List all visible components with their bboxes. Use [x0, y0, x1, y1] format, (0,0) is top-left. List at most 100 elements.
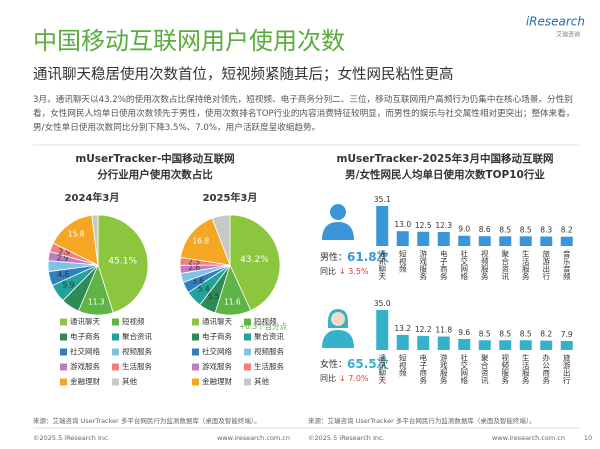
legend-swatch [192, 378, 199, 386]
pie-slice [97, 214, 149, 314]
value-label: 16.8 [192, 236, 209, 245]
legend-swatch [244, 378, 251, 386]
pie-slice [211, 214, 231, 266]
gender-label: 男性： [320, 251, 347, 263]
category-label: 聚合资讯 [501, 250, 510, 281]
category-label: 生活服务 [521, 249, 530, 281]
value-label: 8.3 [540, 226, 552, 235]
value-label: 8.5 [499, 329, 511, 338]
value-label: 12.3 [435, 221, 452, 230]
change-value: ↓ 7.0% [339, 374, 369, 383]
category-label: 办公商务 [542, 353, 551, 386]
legend-swatch [60, 318, 67, 326]
bar [396, 334, 409, 350]
value-label: 45.1% [108, 257, 137, 267]
bar [519, 340, 532, 350]
page-title: 中国移动互联网用户使用次数 [33, 27, 345, 55]
legend-swatch [192, 318, 199, 326]
copyright: ©2025.5 iResearch Inc. [33, 434, 110, 442]
value-label: 8.2 [561, 226, 573, 235]
value-label: 2.5 [188, 257, 200, 266]
value-label: 8.5 [499, 225, 511, 234]
category-label: 旅游出行 [562, 353, 571, 386]
value-label: 43.2% [240, 255, 269, 265]
category-label: 通讯聊天 [378, 353, 387, 386]
bar [478, 236, 491, 246]
website: www.iresearch.com.cn [217, 434, 290, 442]
value-label: 3.6 [192, 276, 204, 285]
male-icon [322, 204, 354, 240]
legend-swatch [60, 363, 67, 371]
category-label: 短视频 [398, 249, 407, 274]
panel-title: mUserTracker-中国移动互联网 [75, 152, 234, 165]
value-label: 2.6 [188, 263, 200, 272]
bar [560, 236, 573, 246]
bar [376, 206, 389, 246]
website: www.iresearch.com.cn [492, 434, 565, 442]
value-label: 11.3 [88, 297, 105, 306]
legend-label: 聚合资讯 [254, 331, 284, 341]
legend-label: 通讯聊天 [202, 316, 232, 326]
legend-label: 短视频 [254, 316, 277, 326]
legend-label: 社交网络 [202, 346, 232, 356]
bar [458, 339, 471, 350]
pie-slice [229, 214, 281, 312]
legend-label: 电子商务 [70, 331, 100, 341]
bar [560, 340, 573, 350]
panel-title: mUserTracker-2025年3月中国移动互联网 [337, 152, 554, 165]
female-icon [322, 309, 354, 348]
legend-swatch [244, 363, 251, 371]
annotation: +0.3个百分点 [239, 322, 288, 331]
category-label: 生活服务 [521, 353, 530, 386]
legend-swatch [112, 348, 119, 356]
bar [437, 336, 450, 350]
copyright: ©2025.5 iResearch Inc. [308, 434, 385, 442]
gender-label: 男性：61.8次 [320, 249, 389, 264]
bar [519, 236, 532, 246]
value-label: 8.2 [540, 330, 552, 339]
value-label: 5.9 [62, 281, 74, 290]
value-label: 2.9 [57, 254, 69, 263]
legend-label: 其他 [254, 376, 269, 386]
bar [499, 340, 512, 350]
category-label: 短视频 [398, 353, 407, 378]
value-label: 9.6 [458, 328, 470, 337]
value-label: 11.8 [435, 326, 452, 335]
value-label: 35.1 [374, 195, 391, 204]
total-count: 65.5次 [347, 356, 389, 371]
value-label: 8.6 [479, 225, 491, 234]
category-label: 音乐音频 [562, 249, 571, 281]
value-label: 13.2 [394, 324, 411, 333]
body-text: 3月，通讯聊天以43.2%的使用次数占比保持绝对领先，短视频、电子商务分列二、三… [33, 95, 575, 133]
category-label: 旅游出行 [542, 249, 551, 281]
bar [437, 231, 450, 246]
category-label: 视频服务 [480, 249, 489, 281]
legend-label: 生活服务 [122, 361, 152, 371]
value-label: 9.0 [458, 225, 470, 234]
legend-swatch [192, 348, 199, 356]
legend-swatch [244, 348, 251, 356]
legend-swatch [112, 318, 119, 326]
legend-label: 其他 [122, 376, 137, 386]
gender-label: 女性： [320, 358, 347, 370]
value-label: 2.9 [58, 247, 70, 256]
legend-label: 视频服务 [254, 346, 284, 356]
pie-slice [91, 214, 99, 266]
legend-label: 金融理财 [70, 376, 100, 386]
category-label: 电子商务 [419, 353, 428, 386]
panel-title: 男/女性网民人均单日使用次数TOP10行业 [345, 168, 545, 181]
legend-swatch [244, 333, 251, 341]
bar [458, 235, 471, 246]
legend-label: 短视频 [122, 316, 145, 326]
value-label: 15.8 [68, 230, 85, 239]
value-label: 12.5 [415, 221, 432, 230]
change-label: 同比 ↓ 3.5% [320, 266, 369, 276]
pie-title: 2025年3月 [203, 191, 258, 204]
category-label: 视频服务 [501, 353, 510, 386]
legend-swatch [112, 333, 119, 341]
pie-slice [180, 217, 231, 266]
panel-title: 分行业用户使用次数占比 [97, 168, 213, 181]
legend-swatch [192, 333, 199, 341]
legend-swatch [112, 378, 119, 386]
